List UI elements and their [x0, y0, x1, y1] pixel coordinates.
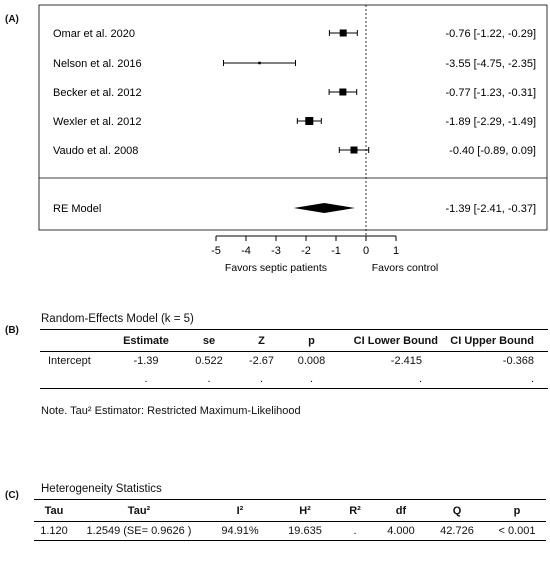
- study-label: Omar et al. 2020: [53, 28, 135, 40]
- study-label: Wexler et al. 2012: [53, 116, 141, 128]
- re-table-header-cell: p: [289, 329, 334, 352]
- study-estimate-text: -0.77 [-1.23, -0.31]: [446, 87, 537, 99]
- het-table-cell: 19.635: [276, 521, 334, 541]
- re-table-cell: .: [108, 370, 184, 389]
- re-table-header-cell: Estimate: [108, 329, 184, 352]
- forest-plot: Omar et al. 2020 -0.76 [-1.22, -0.29] Nels…: [38, 4, 548, 274]
- point-estimate: [305, 117, 314, 125]
- re-table-row: ......: [40, 370, 548, 389]
- het-table-header-cell: Tau: [34, 499, 74, 522]
- x-tick-label: -3: [271, 245, 281, 257]
- panel-label-c: (C): [5, 490, 19, 501]
- het-table-header-cell: Q: [426, 499, 488, 522]
- re-table-note: Note. Tau² Estimator: Restricted Maximum…: [41, 405, 301, 417]
- het-table-row: 1.120 1.2549 (SE= 0.9626 ) 94.91% 19.635. 4.…: [34, 521, 546, 541]
- study-estimate-text: -1.89 [-2.29, -1.49]: [446, 116, 537, 128]
- het-table-header-cell: H²: [276, 499, 334, 522]
- re-table-cell: [40, 370, 108, 389]
- study-estimate-text: -0.76 [-1.22, -0.29]: [446, 28, 537, 40]
- re-table-header-cell: Z: [234, 329, 289, 352]
- x-tick-label: -2: [301, 245, 311, 257]
- re-table-cell: -2.67: [248, 355, 275, 367]
- point-estimate: [258, 61, 261, 65]
- re-table-cell: .: [438, 370, 548, 389]
- study-estimate-text: -3.55 [-4.75, -2.35]: [446, 58, 537, 70]
- x-tick-label: -5: [211, 245, 221, 257]
- het-table-header-cell: R²: [334, 499, 376, 522]
- summary-label: RE Model: [53, 203, 101, 215]
- summary-diamond: [293, 203, 355, 213]
- re-table-cell: .: [289, 370, 334, 389]
- study-label: Becker et al. 2012: [53, 87, 142, 99]
- re-table-cell: Intercept: [48, 355, 91, 367]
- re-table-cell: .: [234, 370, 289, 389]
- point-estimate: [339, 29, 347, 37]
- re-table-cell: .: [184, 370, 234, 389]
- x-tick-label: 1: [393, 245, 399, 257]
- panel-label-b: (B): [5, 325, 19, 336]
- forest-plot-frame: [38, 4, 548, 231]
- het-table-cell: < 0.001: [488, 521, 546, 541]
- re-table-header-cell: CI Upper Bound: [438, 329, 548, 352]
- re-table-cell: .: [334, 370, 438, 389]
- x-tick-label: -1: [331, 245, 341, 257]
- het-table-header-cell: df: [376, 499, 426, 522]
- re-table-header-cell: se: [184, 329, 234, 352]
- het-table-header-cell: p: [488, 499, 546, 522]
- re-table-cell: -1.39: [133, 355, 159, 367]
- het-table-cell: 94.91%: [204, 521, 276, 541]
- re-table-cell: 0.522: [195, 355, 223, 367]
- het-table-cell: 1.120: [34, 521, 74, 541]
- x-tick-label: 0: [363, 245, 369, 257]
- re-table-title: Random-Effects Model (k = 5): [41, 313, 194, 325]
- panel-label-a: (A): [5, 14, 19, 25]
- study-label: Vaudo et al. 2008: [53, 145, 138, 157]
- point-estimate: [350, 146, 358, 154]
- re-table-cell: -2.415: [390, 355, 422, 367]
- het-table-cell: 4.000: [376, 521, 426, 541]
- re-table-cell: -0.368: [502, 355, 534, 367]
- het-table-cell: .: [334, 521, 376, 541]
- het-table-header-cell: Tau²: [74, 499, 204, 522]
- het-table-cell: 1.2549 (SE= 0.9626 ): [74, 521, 204, 541]
- study-label: Nelson et al. 2016: [53, 58, 142, 70]
- het-table-header-cell: I²: [204, 499, 276, 522]
- x-label-right: Favors control: [372, 262, 439, 274]
- het-table-title: Heterogeneity Statistics: [41, 483, 162, 495]
- point-estimate: [339, 88, 347, 96]
- het-table-cell: 42.726: [426, 521, 488, 541]
- study-estimate-text: -0.40 [-0.89, 0.09]: [449, 145, 536, 157]
- re-table-header-cell: [40, 329, 108, 352]
- re-table-header-cell: CI Lower Bound: [334, 329, 438, 352]
- re-table-cell: 0.008: [297, 355, 326, 367]
- x-tick-label: -4: [241, 245, 251, 257]
- summary-estimate-text: -1.39 [-2.41, -0.37]: [446, 203, 537, 215]
- re-table-row: Intercept -1.39 0.522 -2.67 0.008 -2.415 -0.36…: [40, 352, 548, 371]
- x-label-left: Favors septic patients: [225, 262, 327, 274]
